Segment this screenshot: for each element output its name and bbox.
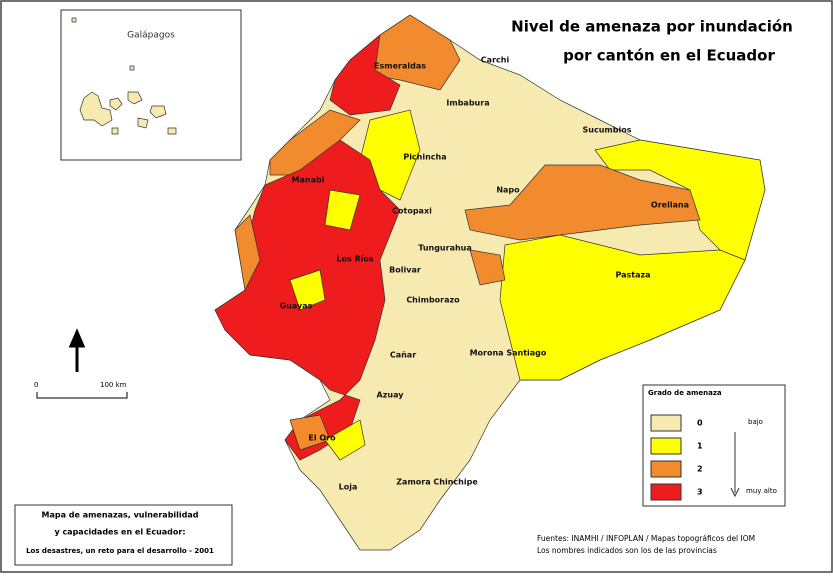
province-label: Cañar xyxy=(390,351,416,360)
legend-arrow xyxy=(730,432,740,498)
legend-high: muy alto xyxy=(746,487,777,495)
province-label: Esmeraldas xyxy=(374,62,426,71)
north-arrow xyxy=(68,328,86,372)
province-label: Los Ríos xyxy=(336,255,374,264)
legend-value: 1 xyxy=(697,442,703,451)
legend-swatch xyxy=(650,460,682,478)
legend-swatch xyxy=(650,483,682,501)
province-label: Sucumbios xyxy=(583,126,632,135)
credit-line: y capacidades en el Ecuador: xyxy=(54,528,185,537)
province-label: Cotopaxi xyxy=(392,207,432,216)
province-label: Chimborazo xyxy=(406,296,460,305)
ecuador-map xyxy=(214,14,766,551)
province-label: Loja xyxy=(339,483,358,492)
province-label: Zamora Chinchipe xyxy=(396,478,478,487)
legend-swatch xyxy=(650,437,682,455)
province-label: Tungurahua xyxy=(418,244,472,253)
province-label: Bolivar xyxy=(389,266,421,275)
legend-low: bajo xyxy=(748,418,763,426)
province-label: Azuay xyxy=(377,391,405,400)
scale-label: 100 km xyxy=(100,381,127,389)
province-label: Guayas xyxy=(280,302,313,311)
galapagos-islands xyxy=(71,17,177,135)
province-label: Manabi xyxy=(292,176,325,185)
legend-value: 3 xyxy=(697,488,703,497)
source-line: Fuentes: INAMHI / INFOPLAN / Mapas topog… xyxy=(537,534,755,543)
title-line: por cantón en el Ecuador xyxy=(563,47,775,65)
legend-title: Grado de amenaza xyxy=(648,389,722,397)
province-label: Pastaza xyxy=(615,271,650,280)
legend-value: 2 xyxy=(697,465,703,474)
province-label: Pichincha xyxy=(403,153,446,162)
inset-box xyxy=(60,9,242,161)
title-line: Nivel de amenaza por inundación xyxy=(511,18,793,36)
credit-box xyxy=(14,504,233,566)
province-label: Napo xyxy=(496,186,520,195)
credit-line: Mapa de amenazas, vulnerabilidad xyxy=(41,511,198,520)
scale-label: 0 xyxy=(34,381,38,389)
province-label: Morona Santiago xyxy=(470,349,547,358)
legend-swatch xyxy=(650,414,682,432)
province-label: Orellana xyxy=(651,201,689,210)
legend-value: 0 xyxy=(697,419,703,428)
source-line: Los nombres indicados son los de las pro… xyxy=(537,546,717,555)
province-label: El Oro xyxy=(308,434,336,443)
province-label: Carchi xyxy=(481,56,510,65)
inset-label: Galápagos xyxy=(127,31,175,41)
credit-line: Los desastres, un reto para el desarroll… xyxy=(26,547,214,555)
province-label: Imbabura xyxy=(446,99,489,108)
scale-bar xyxy=(36,392,128,399)
